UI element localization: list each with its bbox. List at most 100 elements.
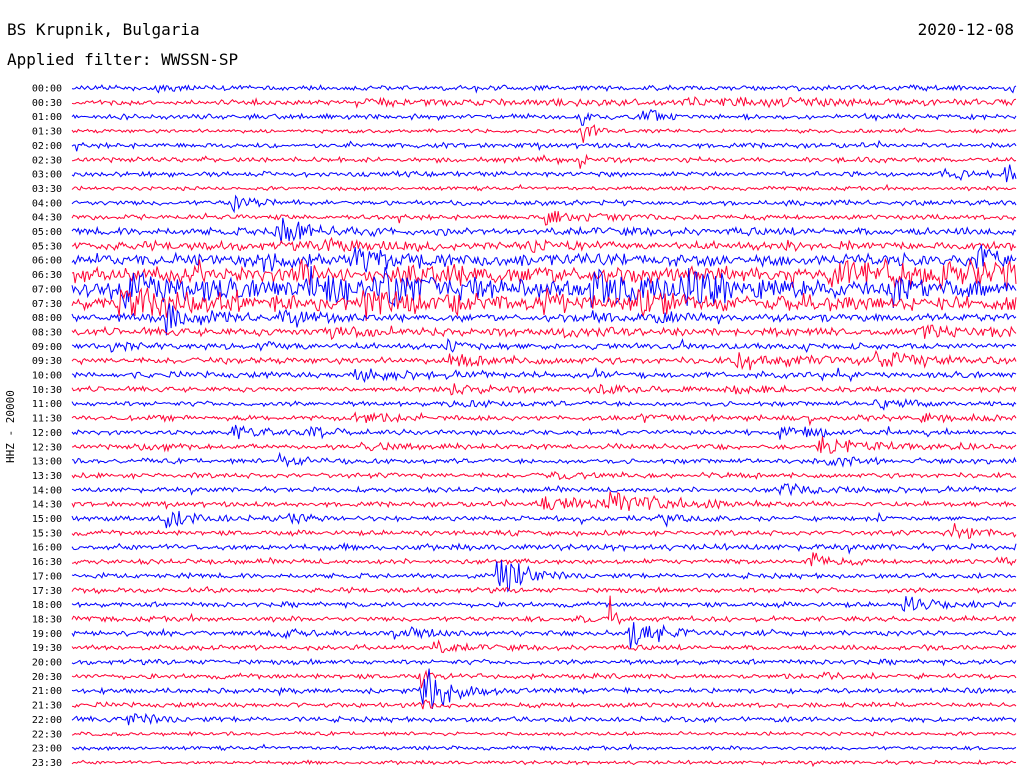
- time-label: 10:00: [32, 371, 62, 382]
- time-label: 09:30: [32, 356, 62, 367]
- time-label: 00:30: [32, 98, 62, 109]
- seismic-trace: [71, 139, 1017, 152]
- time-label: 15:00: [32, 514, 62, 525]
- time-label: 18:00: [32, 600, 62, 611]
- station-title: BS Krupnik, Bulgaria: [7, 20, 200, 39]
- seismic-trace: [71, 470, 1017, 481]
- seismic-trace: [71, 743, 1017, 752]
- seismic-trace: [71, 337, 1017, 353]
- seismic-trace: [71, 668, 1016, 709]
- time-label: 12:00: [32, 428, 62, 439]
- seismic-trace: [71, 194, 1017, 214]
- time-label: 21:30: [32, 701, 62, 712]
- seismic-trace: [71, 595, 1017, 626]
- seismic-trace: [71, 542, 1017, 555]
- time-label: 11:00: [32, 399, 62, 410]
- time-label: 12:30: [32, 442, 62, 453]
- seismic-trace: [71, 622, 1017, 649]
- seismic-trace: [71, 96, 1017, 109]
- time-label: 19:30: [32, 643, 62, 654]
- time-label: 08:30: [32, 327, 62, 338]
- seismic-trace: [71, 383, 1017, 396]
- time-label: 03:30: [32, 184, 62, 195]
- seismic-trace: [71, 287, 1017, 321]
- seismic-trace: [71, 411, 1017, 427]
- time-label: 07:00: [32, 284, 62, 295]
- time-label: 16:30: [32, 557, 62, 568]
- seismic-trace: [71, 510, 1017, 529]
- time-label: 14:30: [32, 500, 62, 511]
- seismic-trace: [71, 482, 1017, 497]
- time-label: 02:00: [32, 141, 62, 152]
- seismic-trace: [71, 324, 1017, 341]
- seismic-trace: [71, 424, 1017, 440]
- time-label: 15:30: [32, 528, 62, 539]
- time-label: 17:00: [32, 571, 62, 582]
- seismic-trace: [71, 712, 1017, 726]
- seismic-trace: [71, 491, 1017, 511]
- seismic-trace: [71, 657, 1017, 667]
- seismic-trace: [71, 217, 1017, 244]
- time-label: 23:00: [32, 744, 62, 755]
- time-label: 22:30: [32, 729, 62, 740]
- seismic-trace: [71, 236, 1017, 253]
- seismic-trace: [71, 366, 1017, 384]
- time-label: 05:00: [32, 227, 62, 238]
- seismic-trace: [71, 257, 1017, 290]
- time-label: 19:00: [32, 629, 62, 640]
- seismic-trace: [71, 349, 1017, 371]
- time-label: 07:30: [32, 299, 62, 310]
- time-label: 21:00: [32, 686, 62, 697]
- time-label: 09:00: [32, 342, 62, 353]
- applied-filter-label: Applied filter: WWSSN-SP: [7, 50, 239, 69]
- seismic-trace: [71, 596, 1017, 612]
- seismic-trace: [71, 243, 1017, 273]
- seismic-trace: [71, 183, 1017, 192]
- time-label: 01:00: [32, 112, 62, 123]
- seismic-trace: [71, 639, 1017, 654]
- seismic-trace: [71, 730, 1017, 737]
- seismic-trace: [71, 265, 1017, 309]
- time-label: 04:30: [32, 213, 62, 224]
- seismic-trace: [71, 303, 1017, 336]
- seismic-trace: [71, 552, 1017, 567]
- time-label: 17:30: [32, 586, 62, 597]
- seismic-trace: [71, 451, 1017, 468]
- time-label: 05:30: [32, 241, 62, 252]
- seismic-trace: [71, 436, 1017, 454]
- seismic-trace: [71, 585, 1017, 595]
- time-label: 13:30: [32, 471, 62, 482]
- time-label: 04:00: [32, 198, 62, 209]
- time-label: 20:00: [32, 658, 62, 669]
- time-label: 06:30: [32, 270, 62, 281]
- time-label: 23:30: [32, 758, 62, 769]
- seismic-trace: [71, 398, 1017, 411]
- seismic-trace: [71, 560, 1017, 593]
- time-label: 03:00: [32, 170, 62, 181]
- time-label: 01:30: [32, 127, 62, 138]
- seismic-trace: [71, 164, 1017, 183]
- seismic-trace: [71, 699, 1017, 710]
- time-label: 18:30: [32, 614, 62, 625]
- seismic-trace: [71, 124, 1017, 143]
- seismic-trace: [71, 523, 1017, 540]
- seismic-trace: [71, 153, 1017, 169]
- time-label: 13:00: [32, 457, 62, 468]
- time-label: 06:00: [32, 256, 62, 267]
- seismic-trace: [71, 759, 1017, 768]
- time-label: 10:30: [32, 385, 62, 396]
- time-label: 08:00: [32, 313, 62, 324]
- time-label: 00:00: [32, 84, 62, 95]
- time-label: 14:00: [32, 485, 62, 496]
- time-label: 22:00: [32, 715, 62, 726]
- time-label: 16:00: [32, 543, 62, 554]
- time-label: 20:30: [32, 672, 62, 683]
- seismic-trace: [71, 108, 1017, 126]
- time-label: 11:30: [32, 414, 62, 425]
- time-label: 02:30: [32, 155, 62, 166]
- seismic-trace: [71, 669, 1017, 689]
- recording-date: 2020-12-08: [917, 20, 1014, 39]
- seismic-trace: [71, 210, 1017, 226]
- seismic-trace: [71, 84, 1017, 94]
